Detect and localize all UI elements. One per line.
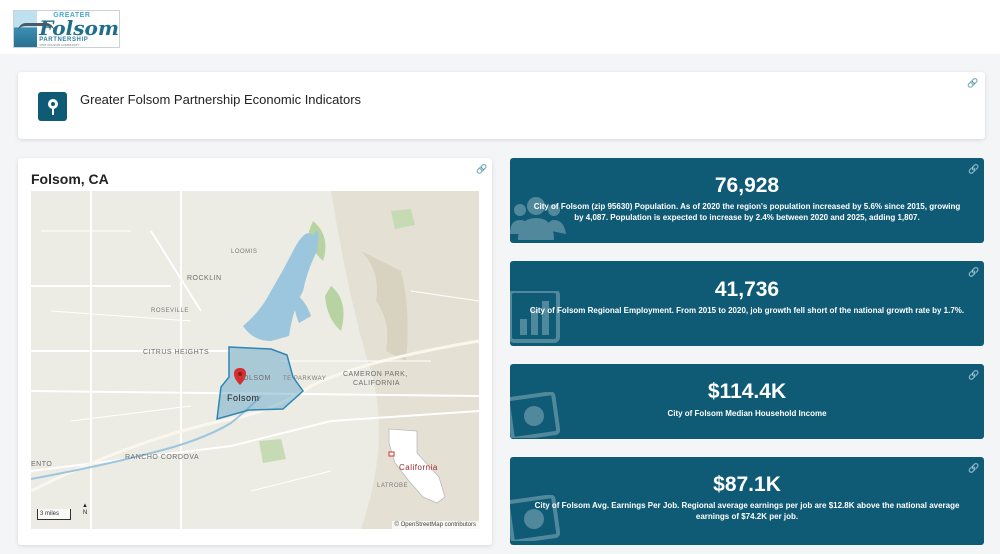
link-icon[interactable]: 🔗: [476, 164, 488, 174]
map-label-latrobe: LATROBE: [377, 483, 409, 489]
link-icon[interactable]: 🔗: [968, 164, 980, 174]
stat-value: 41,736: [714, 278, 780, 301]
people-icon: [510, 197, 566, 240]
map-label-folsom-area: OLSOM: [243, 375, 271, 382]
logo-folsom: Folsom: [39, 15, 119, 40]
map-label-roseville: ROSEVILLE: [151, 308, 189, 314]
map-scale-bar: 3 miles: [37, 509, 71, 520]
map-label-folsom: Folsom: [227, 393, 260, 403]
logo-tagline: VISIT FOLSOM COMMUNITY: [39, 42, 80, 47]
stat-description: City of Folsom (zip 95630) Population. A…: [533, 202, 961, 222]
north-label: N: [82, 510, 88, 516]
stat-description: City of Folsom Avg. Earnings Per Job. Re…: [534, 501, 960, 521]
map-pin-icon: [38, 92, 67, 121]
logo-wordmark: GREATER Folsom PARTNERSHIP VISIT FOLSOM …: [37, 12, 119, 47]
money-icon: [510, 495, 560, 541]
page-title: Greater Folsom Partnership Economic Indi…: [80, 92, 362, 107]
map-label-california: CALIFORNIA: [353, 380, 401, 387]
folsom-map[interactable]: LOOMIS ROCKLIN ROSEVILLE CITRUS HEIGHTS …: [31, 191, 479, 529]
north-arrow-icon: ▲ N: [82, 503, 88, 516]
map-canvas: [31, 191, 479, 529]
map-card: Folsom, CA 🔗: [18, 158, 492, 545]
greater-folsom-partnership-logo[interactable]: GREATER Folsom PARTNERSHIP VISIT FOLSOM …: [13, 10, 120, 48]
stat-card-employment: 🔗 41,736 City of Folsom Regional Employm…: [510, 261, 984, 346]
logo-partnership: PARTNERSHIP: [39, 36, 89, 43]
map-label-california-inset: California: [399, 463, 438, 472]
logo-bridge-art: [14, 11, 54, 47]
stat-description: City of Folsom Regional Employment. From…: [529, 306, 965, 315]
map-attribution[interactable]: © OpenStreetMap contributors: [391, 521, 479, 529]
stat-card-population: 🔗 76,928 City of Folsom (zip 95630) Popu…: [510, 158, 984, 243]
stat-card-household-income: 🔗 $114.4K City of Folsom Median Househol…: [510, 364, 984, 439]
stat-value: $87.1K: [713, 473, 781, 496]
map-label-citrus-heights: CITRUS HEIGHTS: [143, 349, 210, 356]
map-label-loomis: LOOMIS: [231, 249, 258, 255]
link-icon[interactable]: 🔗: [968, 463, 980, 473]
chart-icon: [510, 291, 560, 343]
map-label-parkway: TE PARKWAY: [283, 376, 327, 382]
link-icon[interactable]: 🔗: [967, 78, 979, 88]
header-card: Greater Folsom Partnership Economic Indi…: [18, 72, 985, 139]
link-icon[interactable]: 🔗: [968, 370, 980, 380]
map-label-cameron-park: CAMERON PARK,: [343, 371, 408, 378]
map-label-ento: ENTO: [31, 461, 53, 468]
stat-value: 76,928: [714, 174, 780, 197]
map-label-rocklin: ROCKLIN: [187, 275, 222, 282]
link-icon[interactable]: 🔗: [968, 267, 980, 277]
map-label-rancho-cordova: RANCHO CORDOVA: [125, 454, 200, 461]
money-icon: [510, 392, 560, 438]
map-title: Folsom, CA: [31, 171, 109, 187]
stat-description: City of Folsom Median Household Income: [667, 409, 827, 418]
logo-greater: GREATER: [53, 11, 91, 19]
top-bar: GREATER Folsom PARTNERSHIP VISIT FOLSOM …: [0, 0, 1000, 54]
stat-value: $114.4K: [707, 380, 787, 403]
stat-card-avg-earnings: 🔗 $87.1K City of Folsom Avg. Earnings Pe…: [510, 457, 984, 545]
